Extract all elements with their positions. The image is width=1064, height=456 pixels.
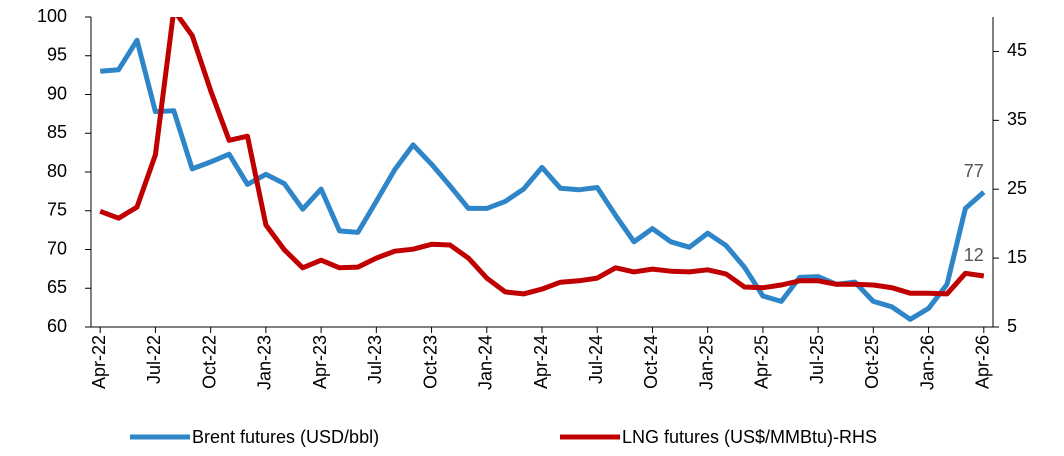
x-tick-label: Oct-22 [199,335,219,389]
y-tick-label: 100 [37,6,67,26]
x-tick-label: Jan-23 [255,335,275,390]
y2-tick-label: 45 [1007,40,1027,60]
y-tick-label: 95 [47,45,67,65]
value-label: 77 [964,161,984,181]
x-tick-label: Apr-24 [531,335,551,389]
legend-label: LNG futures (US$/MMBtu)-RHS [622,427,877,447]
x-tick-label: Apr-22 [89,335,109,389]
x-tick-label: Jul-22 [144,335,164,384]
x-tick-label: Apr-23 [310,335,330,389]
y-tick-label: 70 [47,238,67,258]
x-tick-label: Oct-25 [862,335,882,389]
y-tick-label: 65 [47,277,67,297]
x-tick-label: Jan-25 [696,335,716,390]
y-tick-label: 80 [47,161,67,181]
y2-tick-label: 35 [1007,109,1027,129]
x-tick-label: Jul-24 [586,335,606,384]
x-tick-label: Jul-23 [365,335,385,384]
x-tick-label: Jul-25 [807,335,827,384]
series-line [99,37,986,322]
y-tick-label: 60 [47,316,67,336]
x-tick-label: Oct-23 [420,335,440,389]
series-line [99,17,985,297]
x-tick-label: Oct-24 [641,335,661,389]
x-tick-label: Jan-26 [917,335,937,390]
x-tick-label: Jan-24 [476,335,496,390]
y2-tick-label: 5 [1007,316,1017,336]
x-tick-label: Apr-26 [973,335,993,389]
legend-label: Brent futures (USD/bbl) [192,427,379,447]
x-tick-label: Apr-25 [752,335,772,389]
y-tick-label: 85 [47,122,67,142]
y-tick-label: 90 [47,83,67,103]
y-tick-label: 75 [47,200,67,220]
value-label: 12 [964,245,984,265]
y2-tick-label: 15 [1007,247,1027,267]
y2-tick-label: 25 [1007,178,1027,198]
